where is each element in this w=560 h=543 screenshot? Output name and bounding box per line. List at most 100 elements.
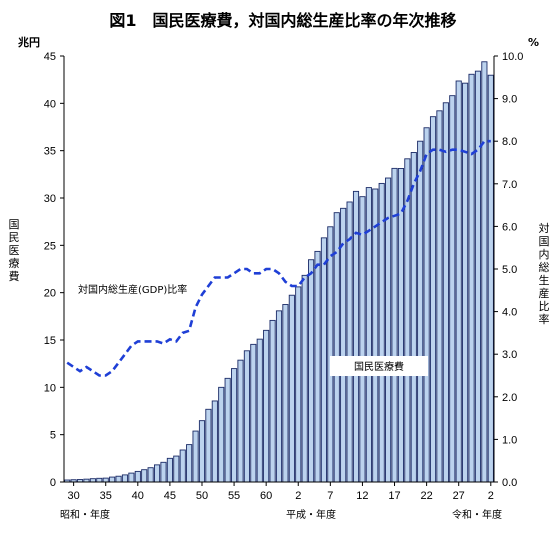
bar-H25: [442, 102, 449, 483]
right-tick-label: 7.0: [502, 179, 517, 191]
era-label-reiwa: 令和・年度: [452, 508, 502, 521]
bar-H16: [385, 177, 392, 483]
bar-S48: [186, 444, 193, 483]
right-tick-label: 1.0: [502, 434, 517, 446]
left-axis-label-char: 国: [9, 218, 20, 231]
left-axis-label-char: 民: [9, 231, 20, 244]
bar-S60: [263, 329, 270, 483]
right-axis-label: 対国内総生産比率: [539, 221, 550, 326]
bar-S42: [147, 467, 154, 483]
bar-R1: [481, 61, 488, 483]
bars-group: [64, 61, 494, 483]
bar-S34: [96, 477, 103, 483]
bar-R2: [487, 74, 494, 483]
right-axis-label-char: 国: [539, 235, 550, 248]
left-tick-label: 25: [44, 240, 56, 252]
bar-S37: [115, 475, 122, 483]
bar-H1: [288, 294, 295, 483]
left-unit-label: 兆円: [18, 35, 40, 49]
right-tick-label: 5.0: [502, 264, 517, 276]
bar-H21: [417, 140, 424, 483]
left-tick-label: 45: [44, 51, 56, 63]
bar-S55: [231, 368, 238, 483]
left-tick-labels: 0 5 10 15 20 25 30 35 40 45: [44, 51, 56, 489]
bar-H23: [429, 116, 437, 483]
bar-H20: [410, 152, 417, 483]
x-tick-label: 30: [68, 490, 80, 502]
left-tick-label: 15: [44, 335, 56, 347]
bar-H2: [295, 286, 302, 483]
left-tick-label: 5: [50, 430, 56, 442]
bar-S39: [128, 472, 135, 483]
bar-H9: [340, 207, 347, 483]
x-tick-label: 40: [132, 490, 144, 502]
right-axis-label-char: 生: [539, 273, 550, 287]
era-label-heisei: 平成・年度: [286, 508, 336, 521]
bar-H3: [301, 274, 308, 483]
bar-S58: [250, 343, 257, 483]
bar-S41: [141, 469, 148, 483]
chart-title: 図1 国民医療費，対国内総生産比率の年次推移: [109, 11, 456, 30]
gdp-ratio-label: 対国内総生産(GDP)比率: [78, 283, 187, 296]
x-tick-label: 17: [388, 490, 400, 502]
bar-H5: [314, 250, 321, 483]
left-axis-label-char: 費: [9, 269, 20, 283]
bar-S44: [160, 461, 167, 483]
bar-H4: [308, 259, 315, 483]
bar-S62: [275, 310, 283, 483]
left-tick-label: 0: [50, 477, 56, 489]
bar-H10: [346, 201, 353, 483]
x-tick-label: 45: [164, 490, 176, 502]
bar-S54: [224, 377, 231, 483]
right-axis-label-char: 内: [539, 247, 550, 261]
right-tick-label: 3.0: [502, 349, 517, 361]
right-tick-label: 0.0: [502, 477, 517, 489]
right-axis-label-char: 率: [539, 312, 550, 326]
right-tick-label: 2.0: [502, 392, 517, 404]
right-axis-label-char: 総: [539, 260, 550, 274]
right-axis-label-char: 産: [539, 287, 550, 300]
bar-H12: [359, 196, 366, 483]
right-axis-label-char: 対: [539, 221, 550, 235]
bar-S38: [121, 474, 129, 483]
bar-S59: [256, 338, 263, 483]
x-tick-label: 12: [356, 490, 368, 502]
bar-S61: [269, 319, 276, 483]
bar-H15: [378, 182, 385, 483]
right-tick-label: 4.0: [502, 307, 517, 319]
left-tick-label: 40: [44, 98, 56, 110]
right-tick-label: 8.0: [502, 136, 517, 148]
bar-S36: [109, 476, 116, 483]
bar-H11: [352, 190, 360, 483]
bar-H28: [462, 82, 469, 483]
x-tick-label: 22: [420, 490, 432, 502]
right-tick-label: 10.0: [502, 51, 523, 63]
bar-S52: [211, 400, 218, 483]
series-label: 国民医療費: [354, 360, 404, 373]
left-tick-label: 10: [44, 382, 56, 394]
bar-S56: [237, 359, 244, 483]
series-label-box: [330, 356, 428, 376]
left-axis-label: 国民医療費: [9, 218, 20, 283]
left-tick-label: 30: [44, 193, 56, 205]
x-tick-label: 60: [260, 490, 272, 502]
right-unit-label: %: [528, 36, 539, 49]
bar-S53: [218, 386, 225, 483]
right-tick-label: 9.0: [502, 94, 517, 106]
bar-H26: [449, 95, 456, 483]
bar-H7: [327, 226, 334, 483]
bar-S49: [192, 430, 199, 483]
bar-S51: [205, 408, 212, 483]
x-tick-label: 2: [488, 490, 494, 502]
right-axis-label-char: 比: [539, 300, 550, 313]
bar-S50: [198, 420, 206, 483]
right-tick-labels: 0.0 1.0 2.0 3.0 4.0 5.0 6.0 7.0 8.0 9.0 10.0: [502, 51, 523, 489]
x-tick-labels: 30 35 40 45 50 55 60 2 7 12 17 22 27 2: [68, 490, 494, 502]
bar-H30: [474, 70, 482, 483]
left-tick-label: 35: [44, 146, 56, 158]
x-tick-label: 7: [327, 490, 333, 502]
gdp-ratio-line: [66, 139, 491, 377]
x-tick-label: 35: [100, 490, 112, 502]
bar-S45: [166, 457, 173, 483]
bar-S40: [134, 470, 141, 483]
